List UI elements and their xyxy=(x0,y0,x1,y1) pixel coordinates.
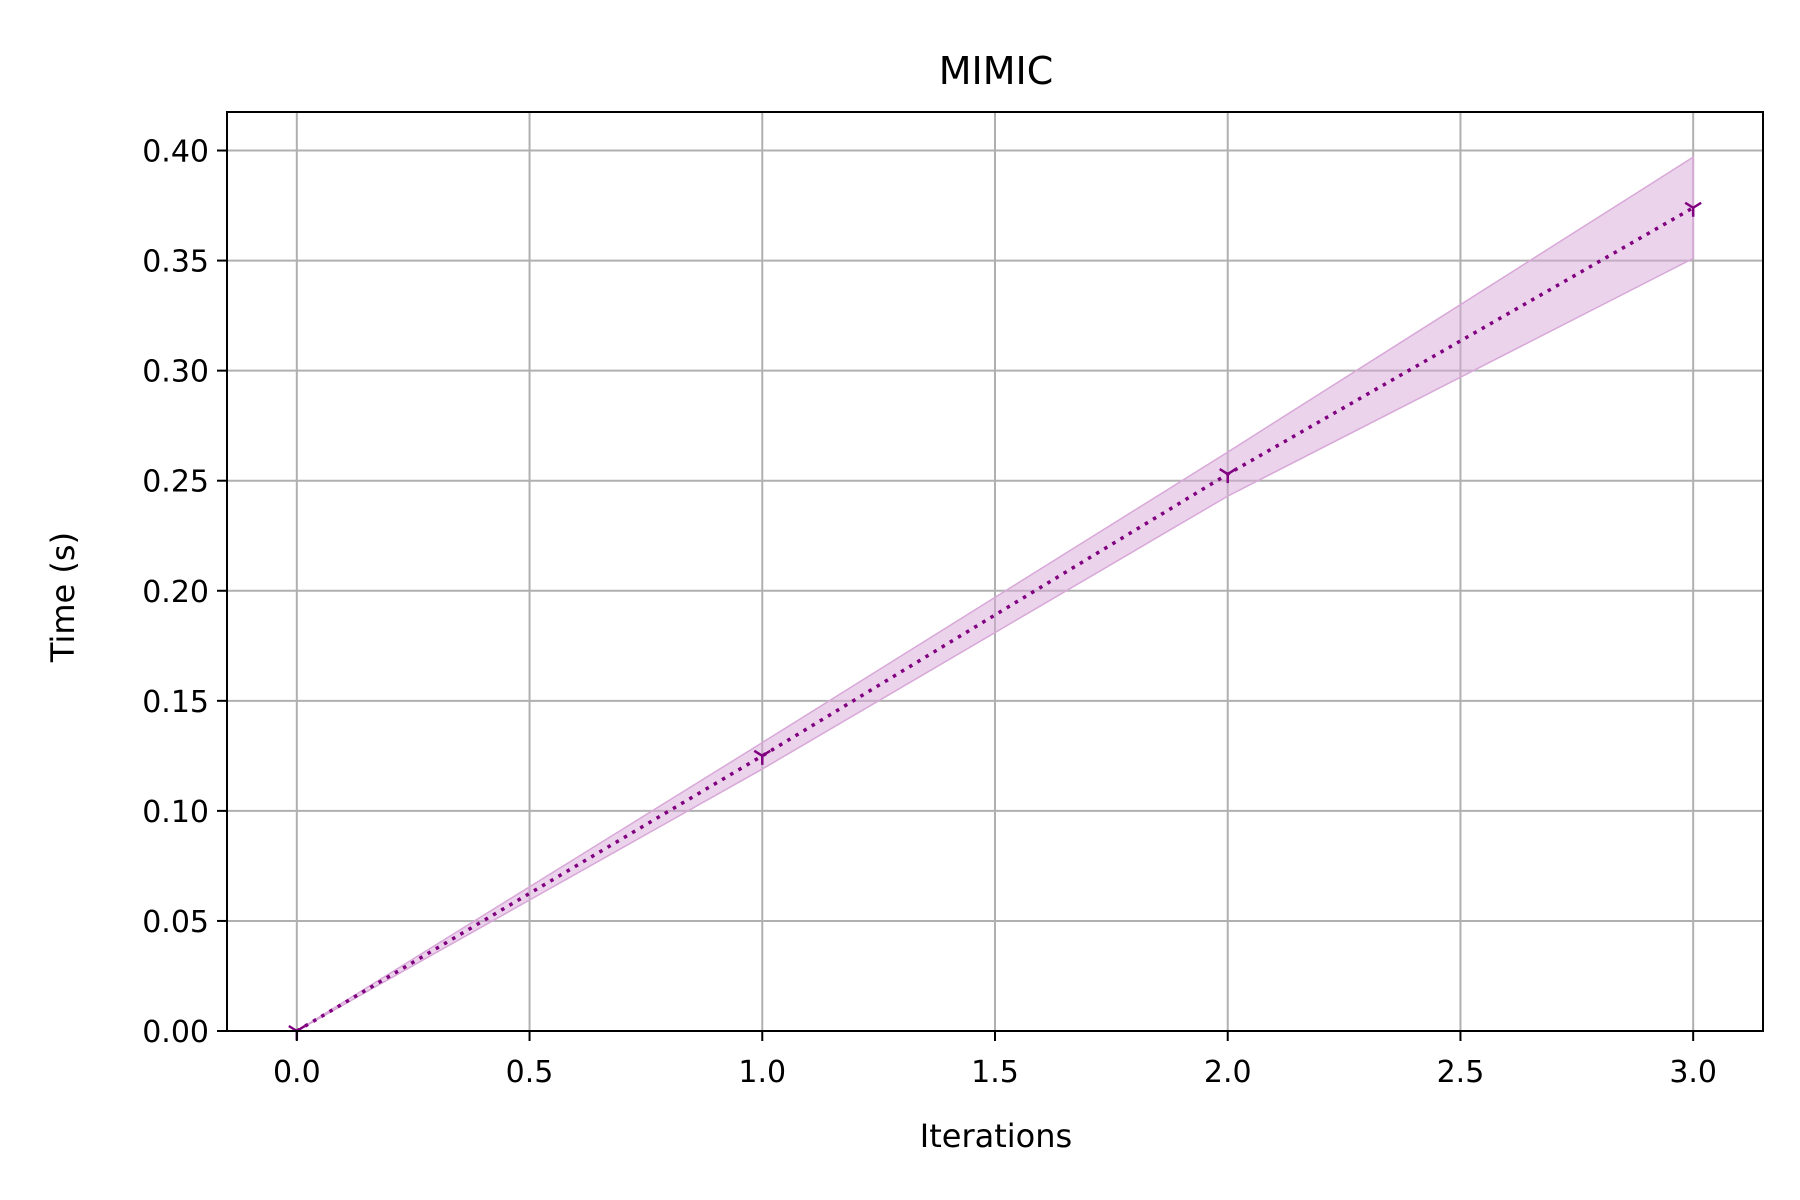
x-axis-ticks: 0.0 0.5 1.0 1.5 2.0 2.5 3.0 xyxy=(273,1031,1717,1090)
y-tick-label-3: 0.15 xyxy=(142,685,209,720)
y-axis-label: Time (s) xyxy=(44,532,82,663)
data-point-2 xyxy=(1219,468,1237,484)
y-tick-label-4: 0.20 xyxy=(142,575,209,610)
y-tick-label-6: 0.30 xyxy=(142,355,209,390)
chart-title: MIMIC xyxy=(939,49,1054,93)
data-point-1 xyxy=(753,749,771,765)
x-tick-label-1: 0.5 xyxy=(506,1055,554,1090)
y-tick-label-7: 0.35 xyxy=(142,245,209,280)
x-tick-label-2: 1.0 xyxy=(738,1055,786,1090)
y-tick-label-8: 0.40 xyxy=(142,135,209,170)
y-tick-label-2: 0.10 xyxy=(142,795,209,830)
x-tick-label-3: 1.5 xyxy=(971,1055,1019,1090)
x-tick-label-5: 2.5 xyxy=(1437,1055,1485,1090)
grid xyxy=(227,112,1763,1032)
x-axis-label: Iterations xyxy=(920,1117,1072,1155)
x-tick-label-4: 2.0 xyxy=(1204,1055,1252,1090)
y-tick-label-1: 0.05 xyxy=(142,905,209,940)
y-tick-label-0: 0.00 xyxy=(142,1015,209,1050)
y-axis-ticks: 0.00 0.05 0.10 0.15 0.20 0.25 0.30 0.35 0.40 xyxy=(142,135,227,1050)
data-point-3 xyxy=(1684,201,1702,217)
y-tick-label-5: 0.25 xyxy=(142,465,209,500)
x-tick-label-6: 3.0 xyxy=(1669,1055,1717,1090)
x-tick-label-0: 0.0 xyxy=(273,1055,321,1090)
